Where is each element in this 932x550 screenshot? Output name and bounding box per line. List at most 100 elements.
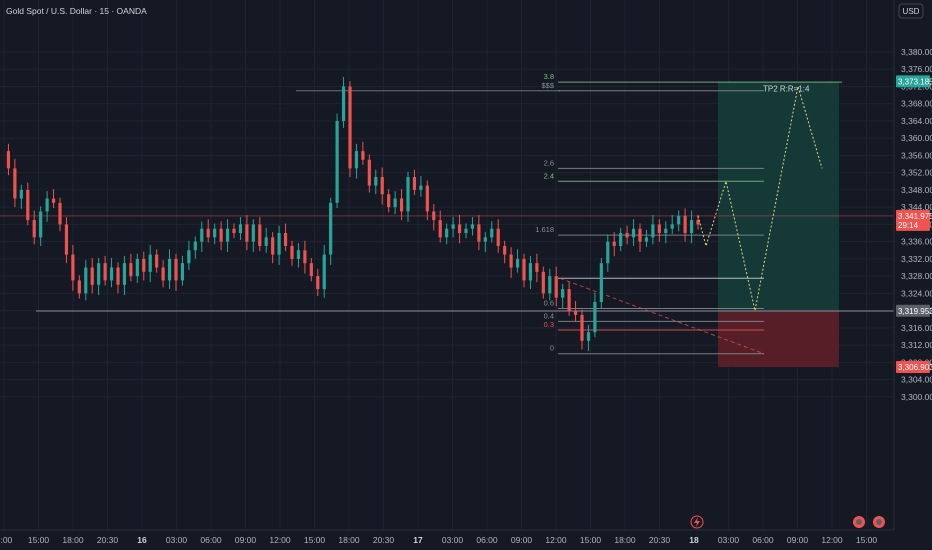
stop-zone xyxy=(718,310,839,368)
candle-body xyxy=(457,224,462,234)
candle-body xyxy=(238,224,243,234)
fib-level-label: 0 xyxy=(550,344,554,353)
candle-body xyxy=(58,202,62,225)
lightning-icon[interactable] xyxy=(690,515,704,529)
candle-body xyxy=(277,233,281,255)
candle-body xyxy=(548,276,552,294)
candle-body xyxy=(341,86,346,121)
candle-body xyxy=(438,220,442,238)
candle-body xyxy=(683,215,687,234)
time-tick-label: 15:00 xyxy=(580,535,602,545)
candle-body xyxy=(593,301,597,333)
candle-body xyxy=(393,198,397,208)
price-tag xyxy=(896,75,930,88)
symbol-title: Gold Spot / U.S. Dollar · 15 · OANDA xyxy=(6,6,147,16)
candle-body xyxy=(599,263,603,302)
candle-body xyxy=(264,237,268,246)
candle-body xyxy=(464,228,468,234)
price-tag-label: 3,373.185 xyxy=(898,77,932,86)
time-tick-label: 15:00 xyxy=(856,535,878,545)
candle-body xyxy=(200,228,204,242)
candle-body xyxy=(374,176,378,186)
candle-body xyxy=(103,263,107,281)
candle-body xyxy=(361,151,365,160)
candles xyxy=(6,76,700,352)
candle-body xyxy=(322,254,326,290)
time-tick-label: 12:00 xyxy=(269,535,291,545)
currency-label: USD xyxy=(903,7,920,16)
candle-body xyxy=(174,258,178,281)
time-tick-label: 16 xyxy=(137,535,147,545)
candle-body xyxy=(90,267,94,285)
candle-body xyxy=(290,245,294,259)
time-tick-label: 06:00 xyxy=(200,535,222,545)
candle-body xyxy=(432,211,436,221)
price-tick-label: 3,344.000 xyxy=(901,202,932,212)
candle-body xyxy=(651,224,655,238)
candle-body xyxy=(26,189,30,221)
candle-body xyxy=(644,237,649,242)
candle-body xyxy=(45,198,49,212)
price-axis[interactable] xyxy=(894,0,932,550)
time-tick-label: 15:00 xyxy=(28,535,50,545)
price-tick-label: 3,360.000 xyxy=(901,133,932,143)
event-icon[interactable] xyxy=(873,516,885,528)
event-icon[interactable] xyxy=(853,516,865,528)
time-axis-ticks: 2:00 15:00 18:00 20:30 16 03:00 06:00 09:00 12:0… xyxy=(0,535,877,545)
candle-body xyxy=(638,228,642,242)
time-tick-label: 20:30 xyxy=(373,535,395,545)
candle-body xyxy=(535,263,539,272)
candle-body xyxy=(522,258,526,281)
candle-body xyxy=(406,176,410,212)
candle-body xyxy=(670,224,674,229)
candle-body xyxy=(380,176,384,195)
candle-body xyxy=(689,220,694,234)
candle-body xyxy=(245,224,249,242)
candle-body xyxy=(32,220,36,238)
position-label: TP2 R:R=1:4 xyxy=(763,84,810,93)
candle-body xyxy=(619,233,623,246)
time-tick-label: 15:00 xyxy=(304,535,326,545)
time-tick-label: 18 xyxy=(689,535,699,545)
price-tag xyxy=(896,218,930,231)
candle-body xyxy=(348,86,352,169)
fib-level-label: 3.8 xyxy=(544,72,554,81)
fib-level-label: 0.6 xyxy=(544,298,554,307)
candle-body xyxy=(354,151,359,169)
candle-body xyxy=(193,241,197,251)
candle-body xyxy=(490,228,494,238)
time-tick-label: 12:00 xyxy=(821,535,843,545)
time-tick-label: 18:00 xyxy=(338,535,360,545)
fib-level-label: 2.4 xyxy=(544,171,554,180)
candle-body xyxy=(335,120,339,203)
candle-body xyxy=(39,211,43,238)
candle-body xyxy=(554,276,558,298)
candle-body xyxy=(142,258,146,272)
price-tick-label: 3,364.000 xyxy=(901,116,932,126)
price-tick-label: 3,380.000 xyxy=(901,47,932,57)
candle-body xyxy=(71,254,75,281)
currency-button[interactable] xyxy=(898,3,924,19)
candle-body xyxy=(528,263,533,281)
candle-body xyxy=(612,241,616,246)
candle-body xyxy=(109,267,114,281)
candle-body xyxy=(258,224,262,246)
price-tag xyxy=(896,304,930,317)
time-tick-label: 18:00 xyxy=(62,535,84,545)
candle-body xyxy=(271,237,275,255)
price-tag-label: 3,319.953 xyxy=(898,307,932,316)
candle-body xyxy=(309,263,313,277)
time-tick-label: 03:00 xyxy=(442,535,464,545)
candle-body xyxy=(329,202,333,255)
candle-body xyxy=(470,224,475,229)
time-tick-label: 20:30 xyxy=(649,535,671,545)
time-axis[interactable] xyxy=(0,530,932,550)
candle-body xyxy=(187,250,191,264)
time-tick-label: 09:00 xyxy=(511,535,533,545)
candle-body xyxy=(677,215,681,225)
candle-body xyxy=(316,276,320,290)
candle-body xyxy=(77,280,81,294)
projection-path xyxy=(697,86,823,311)
candle-body xyxy=(541,271,545,294)
